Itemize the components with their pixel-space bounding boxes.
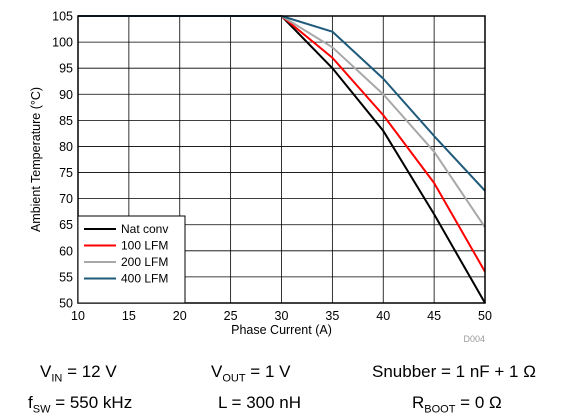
fsw-condition: fSW = 550 kHz <box>28 393 133 416</box>
y-tick-label: 95 <box>59 62 73 76</box>
vin-condition: VIN = 12 V <box>40 362 117 385</box>
x-tick-label: 45 <box>427 309 441 323</box>
y-tick-label: 70 <box>59 192 73 206</box>
x-tick-label: 35 <box>325 309 339 323</box>
vout-condition: VOUT = 1 V <box>211 362 291 385</box>
x-tick-label: 15 <box>122 309 136 323</box>
figure-id: D004 <box>463 334 485 344</box>
y-tick-label: 60 <box>59 244 73 258</box>
x-tick-label: 40 <box>376 309 390 323</box>
y-tick-label: 65 <box>59 218 73 232</box>
x-tick-label: 20 <box>173 309 187 323</box>
y-axis-label: Ambient Temperature (°C) <box>29 87 43 232</box>
legend-box <box>77 215 186 304</box>
x-tick-label: 25 <box>224 309 238 323</box>
y-tick-label: 90 <box>59 88 73 102</box>
plot-frame <box>77 15 486 304</box>
x-axis-label: Phase Current (A) <box>231 323 332 337</box>
legend-label: 400 LFM <box>121 272 168 286</box>
y-tick-label: 55 <box>59 270 73 284</box>
y-tick-label: 105 <box>52 10 73 24</box>
axis-ticks: 10 15 20 25 30 35 40 45 50 50 55 60 65 70 75 80 85 90 95 10… <box>52 10 492 324</box>
x-tick-label: 10 <box>71 309 85 323</box>
x-tick-label: 50 <box>478 309 492 323</box>
snubber-condition: Snubber = 1 nF + 1 Ω <box>372 362 536 381</box>
legend-label: 100 LFM <box>121 239 168 253</box>
y-tick-label: 75 <box>59 166 73 180</box>
y-tick-label: 80 <box>59 140 73 154</box>
rboot-condition: RBOOT = 0 Ω <box>412 393 502 416</box>
legend: Nat conv 100 LFM 200 LFM 400 LFM <box>77 215 186 304</box>
y-tick-label: 85 <box>59 114 73 128</box>
inductance-condition: L = 300 nH <box>218 393 302 412</box>
y-tick-label: 100 <box>52 36 73 50</box>
legend-label: Nat conv <box>121 222 168 236</box>
y-tick-label: 50 <box>59 297 73 311</box>
x-tick-label: 30 <box>275 309 289 323</box>
legend-label: 200 LFM <box>121 255 168 269</box>
derating-chart: 10 15 20 25 30 35 40 45 50 50 55 60 65 70 75 80 85 90 95 10… <box>29 10 492 345</box>
